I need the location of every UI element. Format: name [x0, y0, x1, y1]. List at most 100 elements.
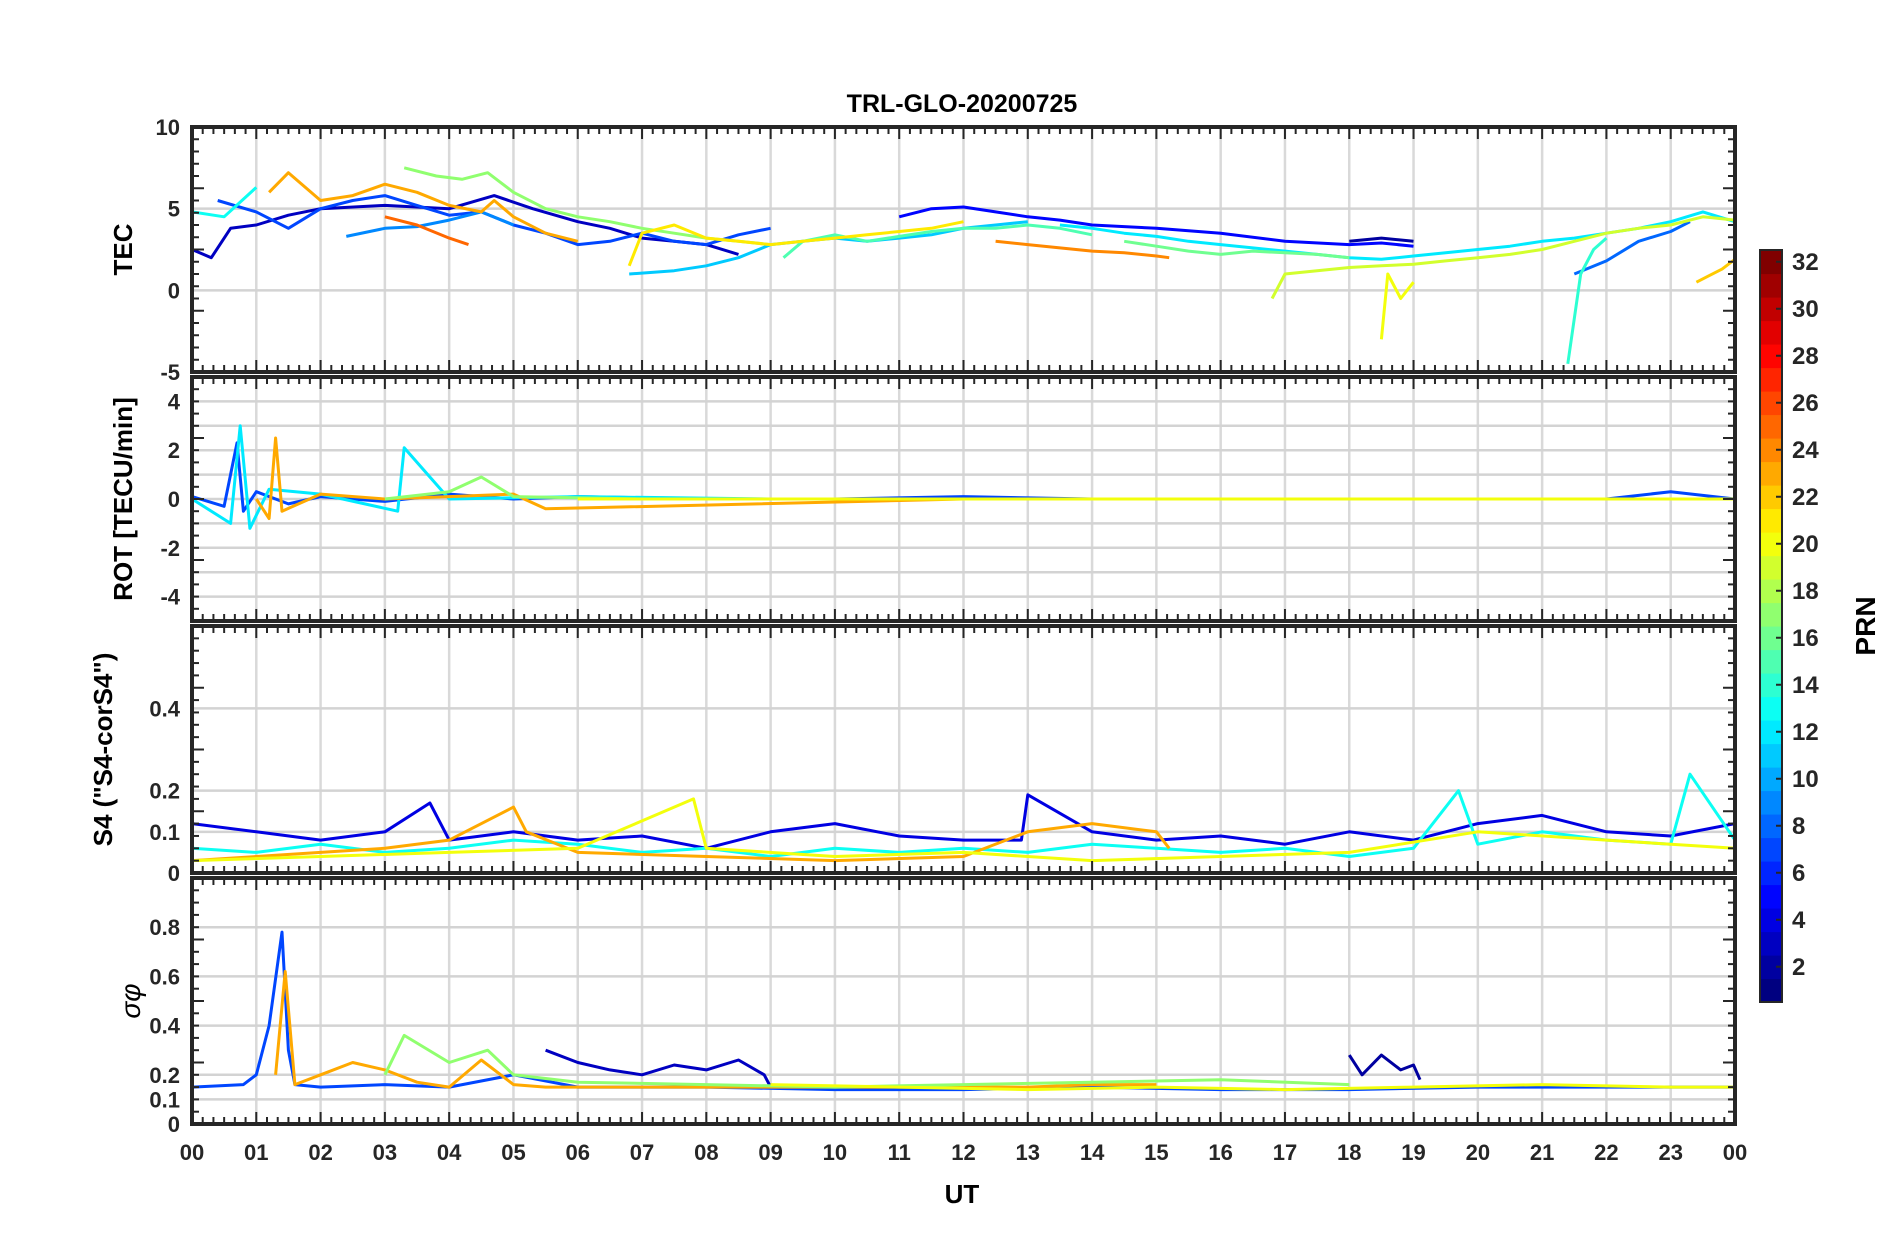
colorbar-segment [1760, 884, 1782, 909]
x-tick-label: 00 [1723, 1140, 1747, 1165]
colorbar-segment [1760, 978, 1782, 1003]
colorbar-segment [1760, 955, 1782, 980]
x-tick-label: 09 [758, 1140, 782, 1165]
colorbar-segment [1760, 344, 1782, 369]
colorbar-segment [1760, 790, 1782, 815]
series-group [192, 930, 1735, 1092]
colorbar-tick-label: 12 [1792, 719, 1819, 746]
y-tick-label: 0.2 [149, 1063, 180, 1088]
x-tick-label: 21 [1530, 1140, 1554, 1165]
series-line-prn-16 [1123, 239, 1350, 260]
x-tick-label: 16 [1208, 1140, 1232, 1165]
colorbar-segment [1760, 673, 1782, 698]
colorbar-segment [1760, 626, 1782, 651]
tick-marks [191, 126, 1736, 373]
series-group [192, 772, 1735, 863]
colorbar-tick-label: 16 [1792, 625, 1819, 652]
y-tick-label: 0.4 [149, 696, 180, 721]
series-line-prn-25 [384, 215, 469, 247]
colorbar-label: PRN [1850, 596, 1881, 655]
series-line-prn-23 [274, 970, 1157, 1089]
x-tick-label: 10 [823, 1140, 847, 1165]
figure-title: TRL-GLO-20200725 [847, 90, 1078, 118]
series-line-prn-3 [545, 1048, 772, 1088]
colorbar-tick-label: 2 [1792, 954, 1805, 981]
series-line-prn-19 [1270, 215, 1735, 300]
x-tick-label: 01 [244, 1140, 268, 1165]
y-tick-label: 0 [168, 487, 180, 512]
series-line-prn-7 [217, 194, 771, 247]
y-axis-label: σφ [115, 983, 146, 1018]
x-tick-label: 08 [694, 1140, 718, 1165]
x-tick-label: 04 [437, 1140, 462, 1165]
series-line-prn-23 [192, 805, 1171, 863]
colorbar-segment [1760, 250, 1782, 275]
colorbar-tick-label: 24 [1792, 437, 1819, 464]
y-axis-label: ROT [TECU/min] [108, 397, 138, 601]
y-tick-label: 2 [168, 438, 180, 463]
x-tick-label: 14 [1080, 1140, 1105, 1165]
y-axis-label: TEC [108, 223, 138, 275]
x-tick-label: 20 [1466, 1140, 1490, 1165]
y-tick-label: 0 [168, 1112, 180, 1137]
colorbar-segment [1760, 391, 1782, 416]
series-line-prn-2 [1348, 1053, 1422, 1081]
x-tick-label: 00 [180, 1140, 204, 1165]
colorbar-tick-label: 4 [1792, 907, 1806, 934]
colorbar-tick-label: 10 [1792, 766, 1819, 793]
colorbar-segment [1760, 273, 1782, 298]
x-tick-label: 13 [1016, 1140, 1040, 1165]
y-tick-label: 0.8 [149, 915, 180, 940]
series-group [192, 166, 1735, 365]
x-tick-label: 02 [308, 1140, 332, 1165]
y-tick-label: -2 [160, 536, 180, 561]
series-line-prn-22 [1695, 258, 1735, 284]
y-tick-label: 0.2 [149, 779, 180, 804]
colorbar-tick-label: 8 [1792, 813, 1805, 840]
y-tick-label: 5 [168, 197, 180, 222]
colorbar-segment [1760, 696, 1782, 721]
x-axis-label: UT [945, 1179, 980, 1209]
series-line-prn-20 [770, 1083, 1735, 1092]
x-tick-label: 07 [630, 1140, 654, 1165]
x-tick-label: 06 [566, 1140, 590, 1165]
y-tick-label: 0.1 [149, 820, 180, 845]
y-tick-label: 0 [168, 861, 180, 886]
y-tick-label: -4 [160, 585, 180, 610]
series-line-prn-17 [383, 1033, 1350, 1089]
colorbar-segment [1760, 414, 1782, 439]
series-line-prn-12 [1059, 210, 1735, 261]
colorbar-tick-label: 20 [1792, 531, 1819, 558]
colorbar-tick-label: 32 [1792, 249, 1819, 276]
series-line-prn-8 [1573, 220, 1691, 276]
colorbar-segment [1760, 461, 1782, 486]
colorbar-tick-label: 22 [1792, 484, 1819, 511]
x-tick-label: 22 [1594, 1140, 1618, 1165]
series-line-prn-13 [192, 186, 258, 219]
y-tick-label: 0.6 [149, 964, 180, 989]
colorbar-segment [1760, 532, 1782, 557]
x-tick-label: 05 [501, 1140, 525, 1165]
x-tick-label: 12 [951, 1140, 975, 1165]
series-line-prn-24 [995, 239, 1170, 260]
series-line-prn-20 [1379, 272, 1415, 340]
x-tick-label: 15 [1144, 1140, 1168, 1165]
series-line-prn-9 [345, 210, 515, 238]
x-tick-label: 19 [1401, 1140, 1425, 1165]
colorbar-segment [1760, 720, 1782, 745]
x-tick-label: 17 [1273, 1140, 1297, 1165]
series-line-prn-20 [192, 797, 1735, 863]
x-tick-label: 18 [1337, 1140, 1361, 1165]
series-group [192, 424, 1735, 530]
series-line-prn-2 [1349, 236, 1414, 243]
colorbar-segment [1760, 861, 1782, 886]
y-tick-label: 0.4 [149, 1014, 180, 1039]
tick-marks [191, 625, 1736, 874]
colorbar-tick-label: 26 [1792, 390, 1819, 417]
series-line-prn-4 [192, 793, 1735, 850]
colorbar-segment [1760, 602, 1782, 627]
colorbar-segment [1760, 297, 1782, 322]
colorbar-segment [1760, 438, 1782, 463]
